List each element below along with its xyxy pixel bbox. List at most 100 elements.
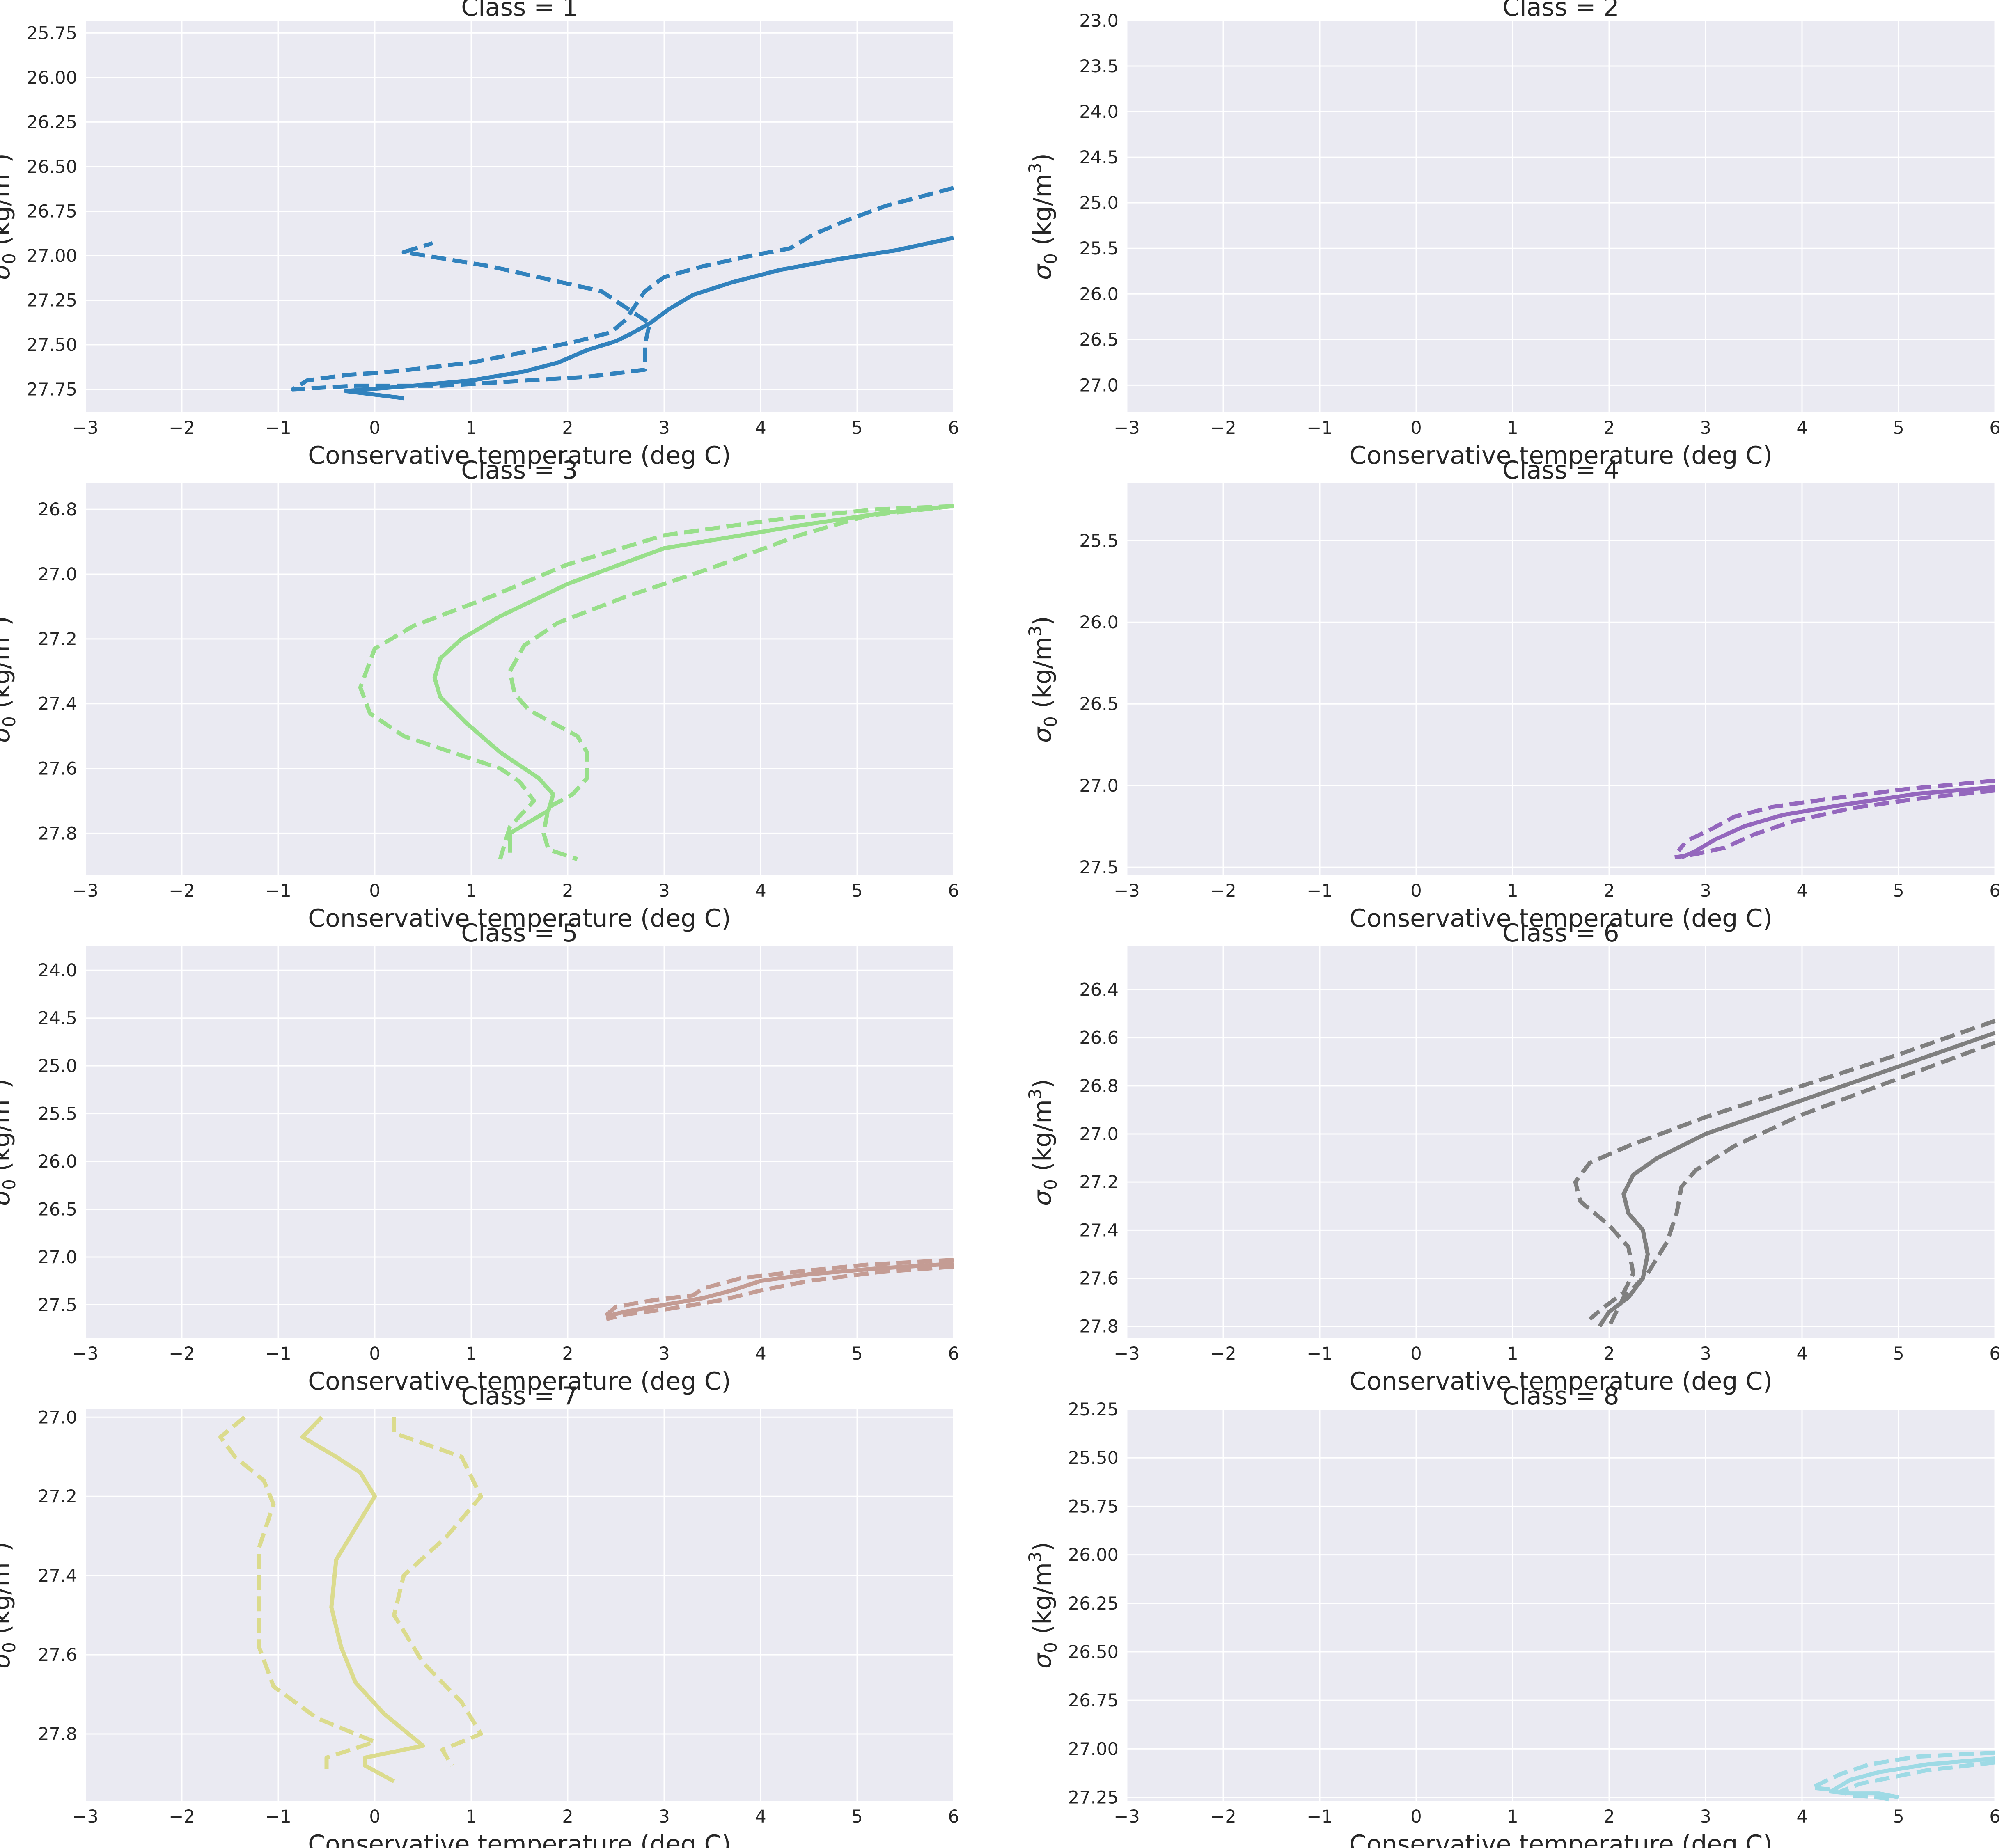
x-tick-label: −2 (1210, 1807, 1236, 1827)
x-tick-label: −3 (72, 418, 98, 438)
x-tick-label: 3 (658, 1807, 670, 1827)
subplot-title: Class = 1 (461, 0, 578, 22)
x-tick-label: 4 (1796, 1807, 1807, 1827)
plot-background (1127, 21, 1995, 412)
x-tick-label: 4 (755, 1807, 766, 1827)
plot-background (1127, 946, 1995, 1338)
x-tick-label: 5 (1893, 418, 1904, 438)
y-axis-label: σ0 (kg/m3) (1025, 616, 1061, 743)
y-tick-label: 26.00 (27, 68, 77, 88)
x-tick-label: 1 (1507, 881, 1518, 901)
y-tick-label: 25.25 (1068, 1399, 1119, 1420)
x-tick-label: 5 (851, 418, 862, 438)
y-tick-label: 27.8 (38, 823, 77, 844)
subplot-class-4: −3 −2 −1 0 1 2 3 4 5 6 25.5 26.0 26.5 27.0 27.5 Class =… (1025, 456, 2001, 933)
x-tick-label: 2 (1603, 1344, 1614, 1364)
x-tick-label: 0 (1410, 418, 1422, 438)
subplot-title: Class = 7 (461, 1382, 578, 1411)
x-tick-label: 0 (369, 1807, 380, 1827)
y-tick-label: 26.0 (38, 1152, 77, 1172)
y-tick-label: 27.2 (38, 629, 77, 650)
x-tick-label: −1 (265, 1807, 291, 1827)
subplot-title: Class = 6 (1502, 919, 1619, 948)
x-tick-label: 4 (755, 418, 766, 438)
y-tick-label: 27.0 (38, 564, 77, 585)
y-tick-label: 26.5 (1079, 330, 1119, 350)
y-tick-label: 26.00 (1068, 1545, 1119, 1566)
y-tick-label: 27.50 (27, 335, 77, 355)
series-bound-line (358, 504, 954, 860)
y-tick-label: 26.4 (1079, 980, 1119, 1000)
x-tick-label: 4 (1796, 418, 1807, 438)
y-tick-label: 27.0 (38, 1407, 77, 1428)
series-bound-line (1573, 1019, 1996, 1321)
y-tick-label: 27.75 (27, 380, 77, 400)
subplot-class-7: −3 −2 −1 0 1 2 3 4 5 6 27.0 27.2 27.4 27.6 27.8 Class =… (0, 1382, 959, 1848)
x-tick-label: −1 (1307, 418, 1332, 438)
subplot-title: Class = 8 (1502, 1382, 1619, 1411)
x-tick-label: −2 (1210, 881, 1236, 901)
y-tick-label: 26.5 (38, 1200, 77, 1220)
y-tick-label: 26.75 (27, 201, 77, 222)
x-tick-label: −1 (1307, 1344, 1332, 1364)
x-tick-label: 3 (1700, 1807, 1711, 1827)
y-tick-label: 27.0 (1079, 1124, 1119, 1145)
series-bound-line (508, 504, 954, 861)
x-tick-label: 5 (1893, 1344, 1904, 1364)
y-tick-label: 26.5 (1079, 694, 1119, 714)
subplot-class-8: −3 −2 −1 0 1 2 3 4 5 6 25.25 25.50 25.75 26.00 26.25 26… (1025, 1382, 2001, 1848)
subplot-title: Class = 2 (1502, 0, 1619, 22)
x-tick-label: 4 (755, 881, 766, 901)
y-axis-label: σ0 (kg/m3) (0, 1542, 19, 1669)
x-tick-label: −2 (1210, 1344, 1236, 1364)
series-bound-line (1839, 1760, 1995, 1802)
x-tick-label: 5 (851, 1344, 862, 1364)
x-tick-label: 1 (465, 418, 477, 438)
series-mean-line (432, 504, 954, 853)
plot-background (85, 1409, 954, 1801)
series-mean-line (605, 1262, 954, 1319)
y-tick-label: 25.5 (1079, 238, 1119, 259)
y-tick-label: 27.4 (38, 1566, 77, 1586)
y-tick-label: 27.0 (38, 1247, 77, 1268)
x-axis-label: Conservative temperature (deg C) (1349, 1830, 1772, 1848)
plot-background (85, 483, 954, 875)
subplot-class-1: −3 −2 −1 0 1 2 3 4 5 6 25.75 26.00 26.25 26.50 26.75 27… (0, 0, 959, 470)
y-tick-label: 26.25 (27, 112, 77, 133)
x-tick-label: 2 (562, 418, 573, 438)
y-tick-label: 26.0 (1079, 284, 1119, 305)
y-tick-label: 27.8 (1079, 1317, 1119, 1337)
x-tick-label: 4 (1796, 1344, 1807, 1364)
x-tick-label: 6 (1989, 418, 2000, 438)
y-tick-label: 27.5 (38, 1295, 77, 1315)
x-tick-label: −1 (1307, 881, 1332, 901)
x-tick-label: 0 (1410, 1344, 1422, 1364)
x-tick-label: −1 (265, 418, 291, 438)
x-axis-label: Conservative temperature (deg C) (1349, 1367, 1772, 1396)
x-axis-label: Conservative temperature (deg C) (308, 904, 731, 933)
series-mean-line (344, 236, 954, 401)
x-tick-label: 3 (1700, 418, 1711, 438)
x-tick-label: −3 (1114, 1807, 1140, 1827)
series-mean-line (1598, 1031, 1996, 1328)
x-axis-label: Conservative temperature (deg C) (308, 441, 731, 470)
x-tick-label: 0 (1410, 881, 1422, 901)
x-tick-label: 3 (1700, 1344, 1711, 1364)
subplot-class-2: −3 −2 −1 0 1 2 3 4 5 6 23.0 23.5 24.0 24.5 25.0 25.5 26.… (1025, 0, 2001, 470)
subplot-title: Class = 4 (1502, 456, 1619, 485)
y-axis-label: σ0 (kg/m3) (1025, 1542, 1061, 1669)
y-tick-label: 26.0 (1079, 612, 1119, 633)
x-tick-label: 2 (562, 881, 573, 901)
y-tick-label: 25.75 (27, 23, 77, 44)
y-tick-label: 25.50 (1068, 1448, 1119, 1468)
x-tick-label: −1 (1307, 1807, 1332, 1827)
plot-background (1127, 1409, 1995, 1801)
x-tick-label: 1 (1507, 1344, 1518, 1364)
x-tick-label: −2 (1210, 418, 1236, 438)
x-tick-label: 6 (948, 1344, 959, 1364)
y-tick-label: 26.8 (1079, 1076, 1119, 1097)
x-tick-label: −1 (265, 1344, 291, 1364)
series-mean-line (1681, 785, 1995, 859)
x-tick-label: 3 (1700, 881, 1711, 901)
